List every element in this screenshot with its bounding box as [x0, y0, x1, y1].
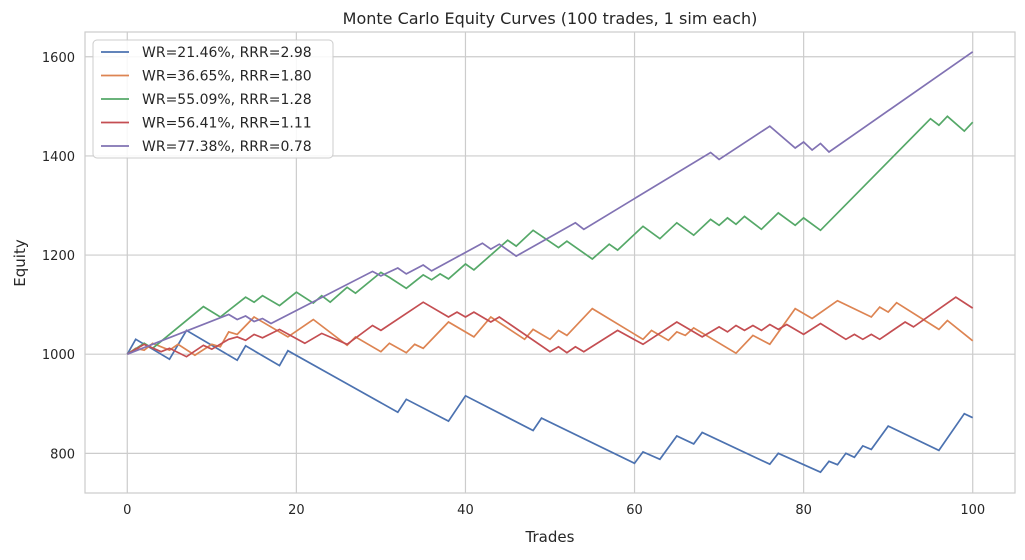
- series-lines: [126, 51, 974, 474]
- series-line-1: [126, 329, 974, 474]
- legend-entry: WR=36.65%, RRR=1.80: [142, 69, 312, 85]
- y-tick-label: 1400: [42, 150, 75, 165]
- series-line-5: [126, 51, 974, 355]
- series-line-4: [126, 296, 974, 358]
- x-tick-label: 100: [960, 503, 985, 518]
- y-axis-label: Equity: [11, 239, 29, 287]
- legend-entry: WR=56.41%, RRR=1.11: [142, 116, 312, 132]
- legend-box: [92, 39, 334, 159]
- y-tick-label: 1000: [42, 348, 75, 363]
- x-tick-label: 40: [457, 503, 474, 518]
- x-tick-label: 20: [288, 503, 305, 518]
- x-tick-label: 0: [123, 503, 131, 518]
- x-axis-label: Trades: [525, 528, 575, 546]
- x-tick-label: 80: [795, 503, 812, 518]
- y-tick-label: 800: [50, 447, 75, 462]
- legend-entry: WR=77.38%, RRR=0.78: [142, 139, 312, 155]
- legend-entry: WR=55.09%, RRR=1.28: [142, 92, 312, 108]
- y-tick-label: 1200: [42, 249, 75, 264]
- axes-frame: [84, 31, 1016, 494]
- chart-title: Monte Carlo Equity Curves (100 trades, 1…: [343, 9, 758, 28]
- legend: WR=21.46%, RRR=2.98 WR=36.65%, RRR=1.80 WR…: [92, 39, 334, 159]
- legend-entry: WR=21.46%, RRR=2.98: [142, 45, 312, 61]
- x-tick-label: 60: [626, 503, 643, 518]
- series-line-2: [126, 299, 974, 357]
- y-tick-label: 1600: [42, 51, 75, 66]
- series-line-3: [126, 115, 974, 355]
- tick-labels: 0 20 40 60 80 100 800 1000 1200 1400 1600: [42, 51, 985, 518]
